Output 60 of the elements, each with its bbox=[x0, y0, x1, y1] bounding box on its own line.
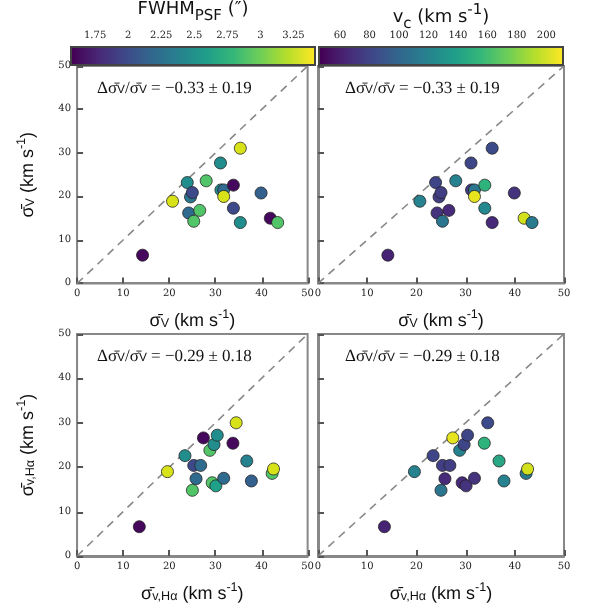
point bbox=[478, 178, 492, 192]
point bbox=[240, 454, 254, 468]
point bbox=[464, 156, 478, 170]
point bbox=[478, 201, 492, 215]
color-bar-title: v$_{c}$ (km s$^{-1}$) bbox=[392, 0, 490, 32]
point bbox=[485, 141, 499, 155]
point bbox=[185, 483, 199, 497]
point bbox=[492, 454, 506, 468]
point bbox=[481, 416, 495, 430]
point bbox=[443, 459, 457, 472]
point bbox=[267, 462, 280, 476]
point bbox=[438, 472, 452, 486]
point bbox=[442, 203, 456, 217]
point bbox=[446, 431, 460, 445]
point bbox=[434, 186, 448, 199]
point bbox=[197, 431, 210, 445]
point bbox=[254, 186, 268, 200]
point bbox=[507, 186, 521, 200]
point bbox=[210, 428, 224, 442]
point bbox=[132, 520, 146, 534]
point bbox=[378, 520, 391, 534]
point bbox=[244, 474, 258, 488]
point bbox=[485, 216, 499, 229]
point bbox=[161, 465, 174, 479]
point bbox=[468, 190, 481, 203]
point bbox=[381, 248, 395, 262]
point bbox=[461, 428, 474, 442]
point bbox=[217, 471, 231, 485]
color-bar-title: FWHM$_{PSF}$ (″) bbox=[137, 0, 249, 24]
point bbox=[136, 248, 149, 262]
point bbox=[525, 216, 539, 229]
point bbox=[189, 472, 203, 486]
point bbox=[227, 201, 240, 215]
point bbox=[413, 194, 427, 208]
point bbox=[521, 462, 534, 476]
point bbox=[187, 214, 201, 228]
point bbox=[408, 465, 421, 479]
point bbox=[193, 203, 207, 217]
point bbox=[449, 174, 463, 188]
point bbox=[497, 474, 511, 488]
point bbox=[233, 141, 247, 155]
point bbox=[194, 459, 208, 472]
point bbox=[178, 449, 192, 463]
point bbox=[271, 216, 285, 229]
point bbox=[477, 436, 491, 450]
point bbox=[217, 190, 231, 203]
point bbox=[185, 186, 199, 199]
point bbox=[199, 174, 213, 188]
point bbox=[229, 416, 243, 430]
point bbox=[214, 156, 227, 170]
point bbox=[227, 178, 240, 192]
point bbox=[434, 483, 448, 497]
point bbox=[436, 214, 449, 228]
point bbox=[226, 436, 240, 450]
point bbox=[426, 449, 440, 463]
point bbox=[468, 471, 481, 485]
point bbox=[233, 216, 247, 229]
point bbox=[429, 176, 442, 189]
point bbox=[166, 194, 179, 208]
point bbox=[180, 176, 194, 189]
